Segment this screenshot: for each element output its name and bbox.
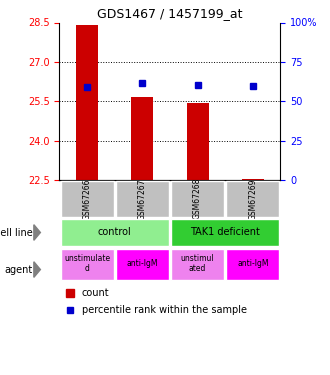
Text: cell line: cell line xyxy=(0,228,33,237)
Text: percentile rank within the sample: percentile rank within the sample xyxy=(82,305,247,315)
Bar xyxy=(186,103,209,180)
Text: GSM67268: GSM67268 xyxy=(193,178,202,219)
FancyBboxPatch shape xyxy=(171,249,224,280)
FancyBboxPatch shape xyxy=(60,249,114,280)
Bar xyxy=(131,98,153,180)
FancyBboxPatch shape xyxy=(116,181,169,217)
Text: control: control xyxy=(98,227,132,237)
Text: anti-IgM: anti-IgM xyxy=(127,259,158,268)
Text: GSM67267: GSM67267 xyxy=(138,178,147,219)
FancyBboxPatch shape xyxy=(60,181,114,217)
FancyBboxPatch shape xyxy=(226,181,280,217)
Polygon shape xyxy=(34,225,40,240)
Text: TAK1 deficient: TAK1 deficient xyxy=(190,227,260,237)
Title: GDS1467 / 1457199_at: GDS1467 / 1457199_at xyxy=(97,7,243,20)
FancyBboxPatch shape xyxy=(226,249,280,280)
Text: unstimul
ated: unstimul ated xyxy=(181,254,214,273)
Text: unstimulate
d: unstimulate d xyxy=(64,254,110,273)
FancyBboxPatch shape xyxy=(171,181,224,217)
FancyBboxPatch shape xyxy=(60,219,169,246)
Text: count: count xyxy=(82,288,109,298)
Bar xyxy=(76,25,98,180)
Polygon shape xyxy=(34,262,40,278)
FancyBboxPatch shape xyxy=(171,219,280,246)
Text: GSM67269: GSM67269 xyxy=(248,178,257,219)
FancyBboxPatch shape xyxy=(116,249,169,280)
Text: GSM67266: GSM67266 xyxy=(82,178,91,219)
Text: anti-IgM: anti-IgM xyxy=(237,259,269,268)
Text: agent: agent xyxy=(4,264,33,274)
